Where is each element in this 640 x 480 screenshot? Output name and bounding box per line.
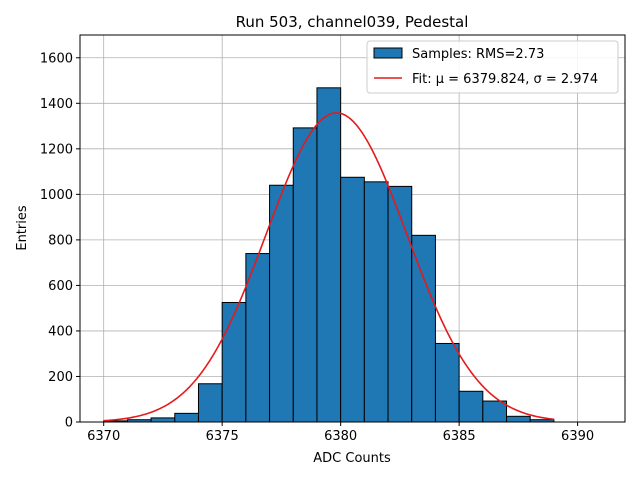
x-tick-label: 6370: [87, 429, 120, 444]
legend-histogram-label: Samples: RMS=2.73: [412, 47, 544, 62]
y-tick-label: 0: [65, 416, 73, 431]
histogram-bar: [458, 390, 484, 423]
y-tick-label: 1400: [40, 97, 73, 112]
histogram-bar: [197, 383, 223, 423]
histogram-bar: [174, 412, 199, 423]
legend: Samples: RMS=2.73 Fit: μ = 6379.824, σ =…: [366, 40, 619, 94]
x-tick-label: 6375: [206, 429, 239, 444]
histogram-bar: [387, 185, 413, 423]
histogram-bar: [221, 301, 247, 423]
histogram-bar: [150, 417, 176, 423]
plot-frame: [79, 34, 626, 423]
fit-curve: [103, 112, 555, 422]
x-axis-label: ADC Counts: [313, 451, 391, 466]
y-tick-label: 800: [48, 233, 73, 248]
histogram-bars: [103, 87, 555, 423]
legend-box: [366, 40, 619, 94]
histogram-bar: [363, 181, 389, 423]
y-tick-label: 1000: [40, 188, 73, 203]
y-axis-ticks: 0 200 400 600 800 1000 1200 1400 1600: [40, 51, 80, 431]
x-axis-ticks: 6370 6375 6380 6385 6390: [87, 422, 594, 444]
legend-histogram-swatch: [373, 47, 403, 59]
y-tick-label: 200: [48, 370, 73, 385]
y-tick-label: 400: [48, 324, 73, 339]
histogram-bar: [292, 127, 318, 423]
histogram-bar: [434, 342, 460, 423]
fit-curve-group: [103, 112, 555, 422]
x-tick-label: 6385: [443, 429, 476, 444]
x-tick-label: 6380: [324, 429, 357, 444]
y-tick-label: 1200: [40, 142, 73, 157]
histogram-bar: [340, 176, 365, 423]
histogram-bar: [411, 234, 436, 423]
histogram-bar: [482, 400, 508, 423]
y-axis-label: Entries: [15, 205, 30, 251]
histogram-bar: [506, 415, 531, 423]
histogram-bar: [316, 87, 342, 423]
chart-title: Run 503, channel039, Pedestal: [236, 13, 469, 31]
legend-fit-label: Fit: μ = 6379.824, σ = 2.974: [412, 72, 598, 87]
y-tick-label: 600: [48, 279, 73, 294]
histogram-bar: [269, 184, 294, 423]
x-tick-label: 6390: [561, 429, 594, 444]
y-tick-label: 1600: [40, 51, 73, 66]
